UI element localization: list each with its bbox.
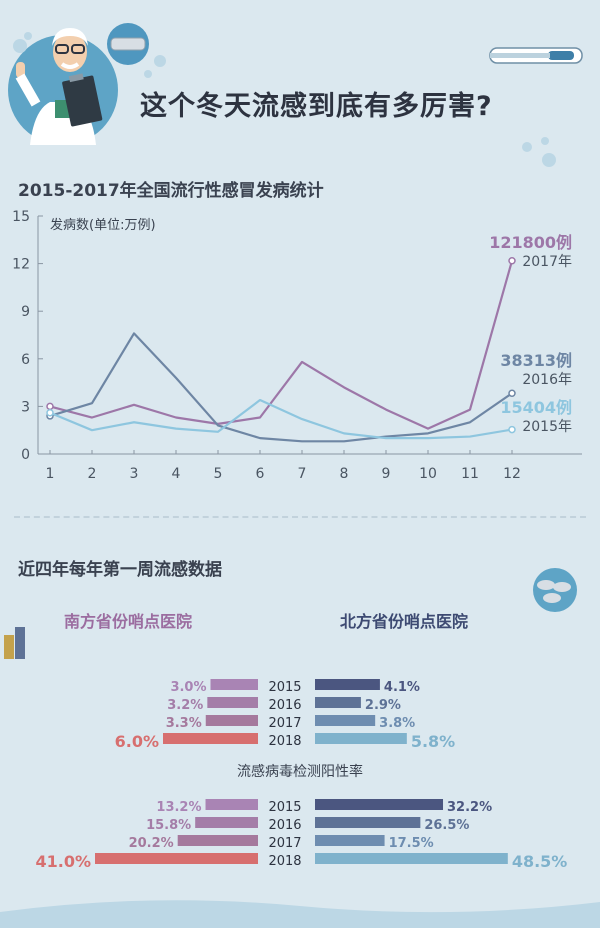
series-end-value: 15404例 [500,398,572,417]
line-series-2015年 [49,398,513,440]
year-label: 2017 [268,836,301,851]
year-label: 2017 [268,716,301,731]
south-bar-label: 13.2% [156,800,201,815]
north-bar-label: 5.8% [411,732,455,751]
north-bar [315,817,421,828]
line-series-2017年 [49,260,514,430]
series-name-label: 2016年 [522,372,572,388]
x-tick-label: 11 [461,466,479,482]
south-bar [177,835,258,846]
bar-chart-title: 流感病毒检测阳性率 [237,763,363,780]
south-bar [207,697,258,708]
data-point [508,425,516,434]
north-bar [315,853,508,864]
south-bar [205,799,258,810]
north-bar [315,835,385,846]
series-name-label: 2015年 [522,419,572,435]
north-bar-label: 26.5% [424,818,469,833]
section-title-line-chart: 2015-2017年全国流行性感冒发病统计 [18,181,324,201]
y-tick-label: 3 [21,399,30,415]
page-title: 这个冬天流感到底有多厉害? [140,91,493,122]
south-bar-label: 3.2% [167,698,203,713]
north-bar [315,715,376,726]
y-tick-label: 0 [21,447,30,463]
north-bar [315,733,407,744]
divider [14,516,586,518]
south-bar-label: 6.0% [115,732,159,751]
south-bar-label: 20.2% [129,836,174,851]
data-point [508,256,516,265]
north-bar-label: 4.1% [384,680,420,695]
x-tick-label: 6 [256,466,265,482]
north-bar-label: 2.9% [365,698,401,713]
line-series-2016年 [49,332,513,443]
coins-icon [4,627,25,659]
north-hospitals-title: 北方省份哨点医院 [340,612,469,631]
series-end-value: 38313例 [500,351,572,370]
south-bar [205,715,258,726]
south-bar-label: 41.0% [35,852,91,871]
south-bar-label: 15.8% [146,818,191,833]
flu-bar-charts: 流感样病例占门急诊病例总数 2015 3.0% 4.1% 2016 3.2% 2.9% 201… [35,660,568,871]
data-point [508,389,516,397]
data-point [46,402,54,411]
north-bar [315,697,361,708]
pill-icon [533,568,577,612]
year-label: 2015 [268,680,301,695]
x-tick-label: 4 [172,466,181,482]
year-label: 2018 [268,734,301,749]
coins-decoration [4,627,25,659]
thermometer-icon [489,47,583,64]
y-tick-label: 12 [12,257,30,273]
south-bar [163,733,258,744]
x-tick-label: 1 [46,466,55,482]
north-bar-label: 48.5% [512,852,568,871]
x-tick-label: 3 [130,466,139,482]
pill-icon [107,23,166,78]
series-end-value: 121800例 [489,233,572,252]
section-title-bar-chart: 近四年每年第一周流感数据 [18,560,222,580]
bar-chart-title: 流感样病例占门急诊病例总数 [209,660,391,662]
south-bar [210,679,258,690]
pill-decoration [533,568,577,612]
y-tick-label: 15 [12,209,30,225]
year-label: 2016 [268,698,301,713]
x-tick-label: 12 [503,466,521,482]
y-axis-label: 发病数(单位:万例) [50,217,156,233]
north-bar-label: 3.8% [379,716,415,731]
north-bar [315,799,444,810]
north-bar-label: 17.5% [389,836,434,851]
south-bar-label: 3.3% [166,716,202,731]
north-bar-label: 32.2% [447,800,492,815]
y-tick-label: 9 [21,304,30,320]
x-tick-label: 2 [88,466,97,482]
year-label: 2016 [268,818,301,833]
x-tick-label: 7 [298,466,307,482]
x-tick-label: 10 [419,466,437,482]
footer-wave [0,900,600,928]
doctor-illustration [8,28,118,145]
y-tick-label: 6 [21,352,30,368]
header-decoration [8,23,583,167]
series-name-label: 2017年 [522,254,572,270]
south-bar-label: 3.0% [170,680,206,695]
south-bar [95,853,258,864]
year-label: 2015 [268,800,301,815]
south-hospitals-title: 南方省份哨点医院 [64,612,193,631]
x-tick-label: 8 [340,466,349,482]
north-bar [315,679,380,690]
x-tick-label: 9 [382,466,391,482]
x-tick-label: 5 [214,466,223,482]
south-bar [195,817,258,828]
data-point [46,408,54,417]
year-label: 2018 [268,854,301,869]
